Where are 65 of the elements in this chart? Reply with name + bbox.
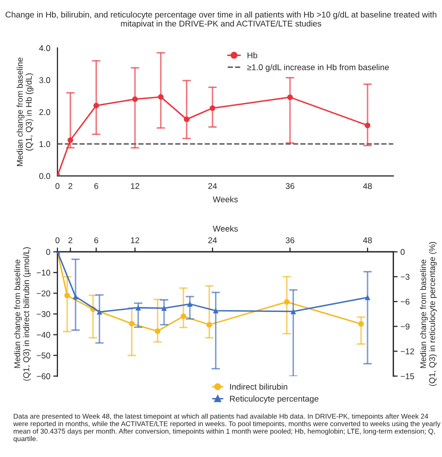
y-tick-label: 1.0 bbox=[40, 141, 50, 148]
point bbox=[364, 122, 370, 128]
legend-label: Hb bbox=[248, 52, 258, 58]
point bbox=[206, 322, 212, 328]
point bbox=[180, 313, 186, 320]
point bbox=[93, 102, 99, 108]
y-tick-label: −20 bbox=[36, 290, 50, 296]
point bbox=[161, 305, 167, 311]
point bbox=[212, 308, 219, 314]
point bbox=[64, 292, 70, 298]
x-tick-label: 0 bbox=[55, 237, 60, 244]
x-tick-label: 0 bbox=[55, 183, 60, 190]
x-tick-label: 2 bbox=[68, 237, 72, 244]
x-tick-label: 6 bbox=[94, 237, 98, 244]
x-axis-title: Weeks bbox=[212, 226, 238, 232]
point bbox=[364, 294, 370, 300]
point bbox=[68, 137, 74, 143]
y-tick-label: −30 bbox=[36, 311, 50, 318]
y-tick-label: 4.0 bbox=[39, 45, 50, 52]
y-axis-title: Median change from baseline (Q1, Q3) in Hb (g/dL) bbox=[16, 58, 34, 166]
point bbox=[154, 328, 160, 334]
y-tick-label: −50 bbox=[36, 352, 50, 358]
x-tick-label: 12 bbox=[130, 183, 140, 189]
x-tick-label: 24 bbox=[208, 237, 217, 244]
x-tick-label: 24 bbox=[208, 183, 217, 189]
point bbox=[287, 94, 293, 100]
y2-tick-label: −9 bbox=[400, 324, 410, 330]
chart-title: Change in Hb, bilirubin, and reticulocyte percentage over time in all patients with Hb >10 g/dL at baseline treated with mitapivat in the DRIVE-PK and ACTIVATE/LTE studies bbox=[6, 11, 436, 28]
point bbox=[158, 94, 164, 100]
y2-tick-label: −3 bbox=[400, 274, 410, 280]
x-tick-label: 48 bbox=[363, 183, 372, 190]
x-tick-label: 36 bbox=[286, 183, 294, 190]
x-tick-label: 12 bbox=[130, 237, 140, 244]
point bbox=[358, 321, 364, 327]
y-axis-title: Median change from baseline (Q1, Q3) in indirect bilirubin (µmol/L) bbox=[14, 247, 31, 381]
y-tick-label: 0 bbox=[46, 249, 50, 255]
y-tick-label: 0.0 bbox=[39, 173, 50, 180]
legend-label: Reticulocyte percentage bbox=[230, 396, 318, 404]
y-tick-label: −40 bbox=[36, 332, 50, 338]
x-tick-label: 6 bbox=[94, 183, 98, 190]
y-tick-label: 2.0 bbox=[39, 109, 50, 116]
point bbox=[184, 116, 190, 122]
x-axis-title: Weeks bbox=[212, 196, 238, 202]
legend-label: Indirect bilirubin bbox=[230, 384, 288, 390]
y2-tick-label: 0 bbox=[400, 249, 405, 255]
point bbox=[128, 320, 135, 326]
y2-tick-label: −6 bbox=[400, 298, 410, 305]
point bbox=[284, 299, 290, 305]
x-tick-label: 48 bbox=[363, 237, 372, 244]
y2-tick-label: −15 bbox=[400, 373, 414, 380]
point bbox=[290, 308, 296, 314]
x-tick-label: 2 bbox=[68, 183, 72, 189]
y2-axis-title: Median change from baseline (Q1, Q3) in reticulocyte percentage (%) bbox=[420, 242, 437, 386]
point bbox=[132, 96, 138, 102]
y2-tick-label: −12 bbox=[400, 348, 414, 354]
point bbox=[96, 309, 102, 315]
x-tick-label: 36 bbox=[286, 237, 294, 244]
point bbox=[135, 304, 141, 311]
y-tick-label: −60 bbox=[36, 373, 50, 380]
point bbox=[187, 301, 193, 307]
point bbox=[72, 294, 78, 300]
y-tick-label: −10 bbox=[36, 270, 50, 276]
point bbox=[210, 105, 216, 111]
legend-label: ≥1.0 g/dL increase in Hb from baseline bbox=[247, 64, 389, 72]
y-tick-label: 3.0 bbox=[39, 77, 50, 84]
